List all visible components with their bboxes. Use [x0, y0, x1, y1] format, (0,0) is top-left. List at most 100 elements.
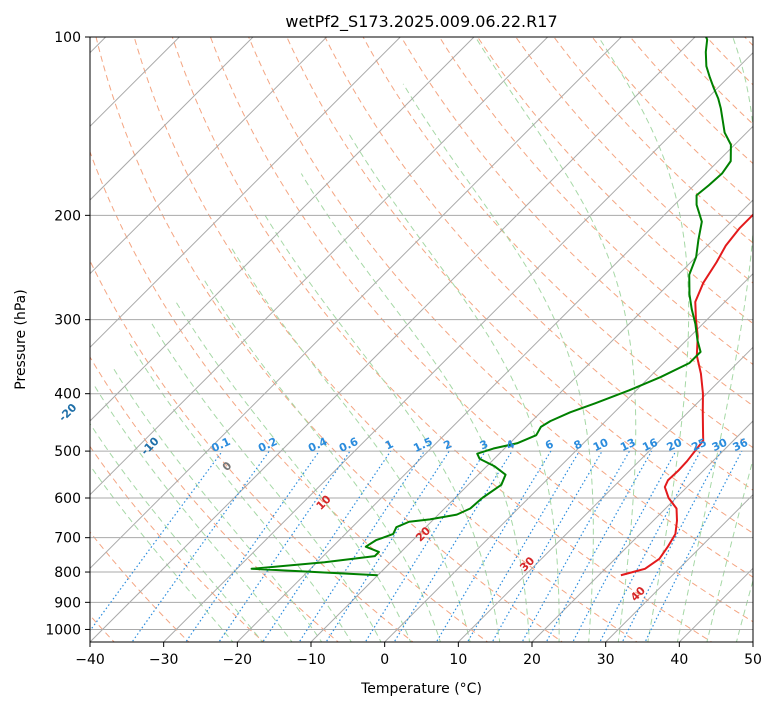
- dry-adiabat-label: -10: [138, 434, 161, 457]
- isotherm: [90, 37, 623, 570]
- mixing-ratio-label: 0.2: [256, 435, 279, 455]
- dry-adiabat: [744, 37, 753, 47]
- x-tick-label: −10: [296, 652, 326, 668]
- mixing-ratio-line: [90, 450, 223, 632]
- mixing-ratio-line: [364, 450, 486, 642]
- mixing-ratio-label: 0.6: [337, 435, 360, 455]
- moist-adiabat: [151, 323, 382, 642]
- dry-adiabat: [770, 24, 775, 645]
- mixing-ratio-label: 13: [618, 436, 637, 454]
- mixing-ratio-line: [131, 450, 270, 642]
- moist-adiabat: [202, 277, 441, 642]
- isotherm: [90, 37, 328, 275]
- mixing-ratio-label: 1: [383, 437, 395, 452]
- dry-adiabat: [324, 37, 753, 491]
- isotherm: [0, 10, 59, 654]
- mixing-ratio-line: [572, 450, 677, 642]
- mixing-ratio-label: 30: [710, 436, 730, 454]
- mixing-ratio-label: 0.4: [306, 435, 329, 455]
- moist-adiabat: [347, 132, 560, 642]
- isotherm: [457, 346, 753, 642]
- dry-adiabat: [133, 37, 638, 642]
- mixing-ratio-label: 1.5: [411, 435, 434, 455]
- isotherm: [310, 199, 753, 642]
- x-axis-title: Temperature (°C): [360, 681, 482, 697]
- y-tick-label: 600: [54, 491, 81, 507]
- x-tick-label: 40: [670, 652, 688, 668]
- y-tick-label: 100: [54, 30, 81, 46]
- y-tick-label: 900: [54, 595, 81, 611]
- dry-adiabat: [400, 37, 753, 407]
- adiabat-labels: 0.10.20.40.611.52346810131620253036-100-…: [0, 367, 751, 604]
- x-tick-label: −20: [223, 652, 253, 668]
- y-tick-label: 400: [54, 387, 81, 403]
- dry-adiabat: [515, 37, 753, 284]
- mixing-ratio-label: 0.1: [209, 435, 232, 455]
- isotherm: [383, 272, 753, 642]
- dry-adiabat: [591, 37, 753, 204]
- x-tick-label: −30: [149, 652, 179, 668]
- dry-adiabat-label: 40: [628, 584, 648, 604]
- isotherm: [90, 37, 475, 422]
- mixing-ratio-line: [466, 450, 580, 642]
- moist-adiabat: [90, 464, 234, 642]
- mixing-ratio-label: 4: [504, 437, 517, 452]
- moist-adiabat: [111, 366, 323, 642]
- axes: −40 −30 −20 −10 0 10 20 30 40 5010020030040050060…: [45, 30, 762, 668]
- x-tick-label: 0: [380, 652, 389, 668]
- y-tick-label: 300: [54, 313, 81, 329]
- temperature-profile-line: [620, 213, 753, 577]
- y-tick-label: 700: [54, 531, 81, 547]
- x-tick-label: 20: [523, 652, 541, 668]
- moist-adiabat: [90, 422, 264, 642]
- moist-adiabat: [175, 301, 412, 642]
- mixing-ratio-label: 20: [665, 436, 685, 454]
- x-tick-label: −40: [75, 652, 105, 668]
- isotherm: [90, 37, 696, 642]
- moist-adiabat: [402, 83, 594, 642]
- mixing-ratio-line: [644, 450, 743, 642]
- mixing-ratio-line: [262, 450, 392, 642]
- mixing-ratio-label: 10: [591, 436, 611, 454]
- y-axis-title: Pressure (hPa): [13, 289, 29, 389]
- x-tick-label: 50: [744, 652, 762, 668]
- dry-adiabat-label: 20: [413, 524, 433, 544]
- isotherm: [236, 125, 753, 642]
- dry-adiabat: [90, 445, 265, 642]
- mixing-ratio-line: [218, 450, 351, 642]
- mixing-ratio-line: [298, 450, 425, 642]
- isotherm: [90, 37, 402, 349]
- mixing-ratio-line: [621, 450, 722, 642]
- dry-adiabat-label: -20: [56, 401, 79, 424]
- dry-adiabat: [90, 259, 414, 642]
- y-tick-label: 200: [54, 208, 81, 224]
- mixing-ratio-label: 36: [731, 436, 751, 454]
- plot-frame: [89, 36, 754, 643]
- moist-adiabat: [735, 578, 753, 642]
- isotherm: [90, 37, 549, 496]
- isotherm: [531, 420, 753, 642]
- mixing-ratio-label: 25: [689, 436, 708, 454]
- isotherm: [752, 641, 753, 642]
- isotherm: [604, 493, 753, 642]
- chart-title: wetPf2_S173.2025.009.06.22.R17: [285, 12, 557, 32]
- dry-adiabat: [438, 37, 753, 366]
- mixing-ratio-line: [435, 450, 552, 642]
- mixing-ratio-line: [599, 450, 702, 642]
- x-tick-label: 30: [597, 652, 615, 668]
- dry-adiabat: [362, 37, 753, 449]
- y-tick-label: 800: [54, 565, 81, 581]
- mixing-ratio-label: 2: [442, 437, 454, 452]
- moist-adiabat: [300, 173, 530, 642]
- dry-adiabat-label: 10: [314, 492, 334, 512]
- moist-adiabat: [264, 215, 501, 642]
- profile-lines: [250, 37, 753, 577]
- dry-adiabat-label: 30: [517, 554, 537, 574]
- mixing-ratio-line: [325, 450, 450, 642]
- dry-adiabat: [705, 37, 753, 86]
- mixing-ratio-line: [185, 450, 320, 642]
- x-tick-label: 10: [449, 652, 467, 668]
- mixing-ratio-label: 16: [640, 436, 660, 454]
- y-tick-label: 1000: [45, 622, 81, 638]
